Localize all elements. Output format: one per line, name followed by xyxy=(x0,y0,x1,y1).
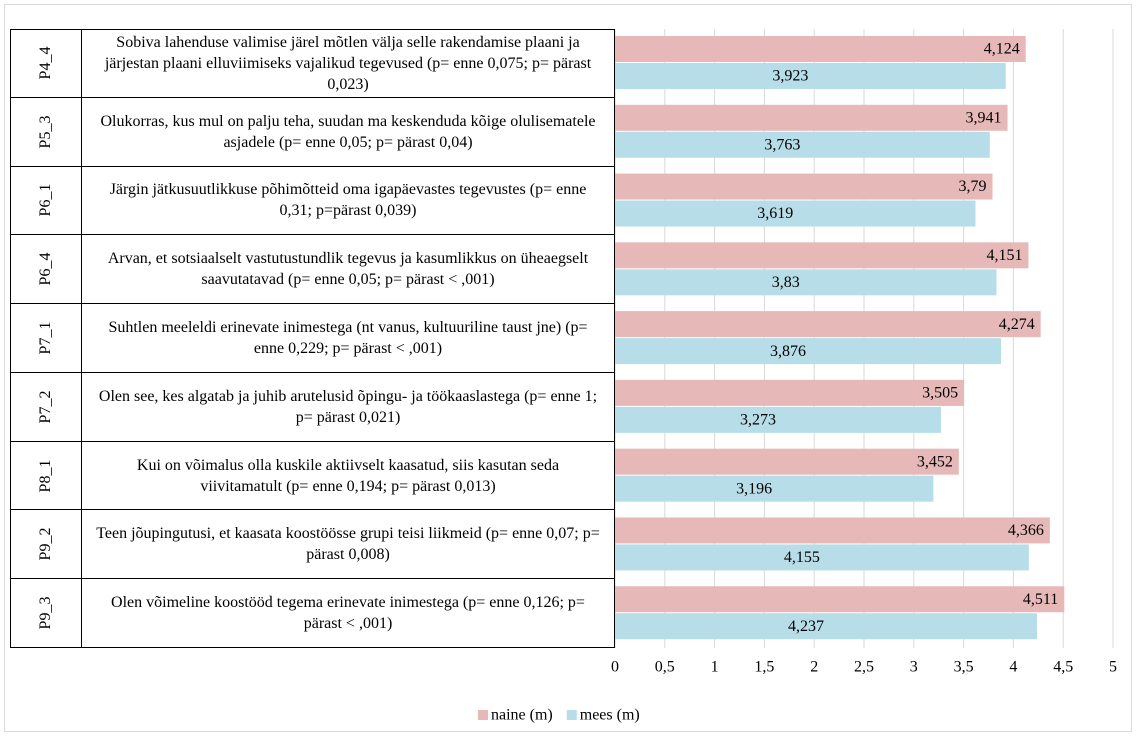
x-tick-label: 0 xyxy=(611,659,619,676)
legend-label: mees (m) xyxy=(580,707,640,724)
category-label: Olen võimeline koostööd tegema erinevate… xyxy=(111,594,585,633)
row-description: Olen võimeline koostööd tegema erinevate… xyxy=(82,579,614,647)
row-description: Kui on võimalus olla kuskile aktiivselt … xyxy=(82,442,614,510)
table-row: P9_3 Olen võimeline koostööd tegema erine… xyxy=(10,578,615,648)
x-tick-label: 1 xyxy=(711,659,719,676)
code-label: P6_4 xyxy=(37,252,54,286)
data-label: 4,124 xyxy=(984,41,1020,58)
bar xyxy=(615,406,941,433)
category-label: Suhtlen meeleldi erinevate inimestega (n… xyxy=(108,318,588,357)
row-code: P7_1 xyxy=(11,304,82,372)
data-label: 4,151 xyxy=(986,247,1022,264)
bar xyxy=(615,269,997,296)
code-label: P5_3 xyxy=(37,115,54,149)
row-code: P8_1 xyxy=(11,441,82,510)
row-description: Suhtlen meeleldi erinevate inimestega (n… xyxy=(82,304,614,372)
bar xyxy=(615,173,993,200)
category-label: Teen jõupingutusi, et kaasata koostöösse… xyxy=(96,525,600,564)
table-row: P4_4 Sobiva lahenduse valimise järel mõtl… xyxy=(10,29,615,98)
bar xyxy=(615,131,990,158)
bar xyxy=(615,613,1038,640)
bar xyxy=(615,338,1002,365)
bar xyxy=(615,311,1041,338)
data-label: 3,619 xyxy=(757,205,793,222)
data-label: 3,452 xyxy=(917,453,953,470)
data-label: 3,876 xyxy=(770,343,806,360)
x-tick-label: 3 xyxy=(910,659,918,676)
code-label: P4_4 xyxy=(37,46,54,80)
bar xyxy=(615,242,1029,269)
row-code: P9_3 xyxy=(11,579,82,647)
row-description: Sobiva lahenduse valimise järel mõtlen v… xyxy=(82,30,614,97)
table-row: P6_1 Järgin jätkusuutlikkuse põhimõtteid … xyxy=(10,165,615,236)
category-label: Arvan, et sotsiaalselt vastutustundlik t… xyxy=(107,250,589,289)
data-label: 4,237 xyxy=(788,618,824,635)
table-row: P9_2 Teen jõupingutusi, et kaasata koostö… xyxy=(10,509,615,580)
category-label: Kui on võimalus olla kuskile aktiivselt … xyxy=(136,456,560,495)
code-label: P7_2 xyxy=(37,390,54,424)
code-label: P9_3 xyxy=(37,596,54,630)
x-tick-label: 4 xyxy=(1009,659,1017,676)
x-tick-label: 3,5 xyxy=(954,659,974,676)
bar xyxy=(615,517,1050,544)
row-description: Olen see, kes algatab ja juhib arutelusi… xyxy=(82,373,614,441)
table-row: P7_2 Olen see, kes algatab ja juhib arute… xyxy=(10,371,615,442)
data-label: 4,366 xyxy=(1008,522,1044,539)
bar xyxy=(615,200,976,227)
row-code: P4_4 xyxy=(11,30,82,97)
data-label: 3,505 xyxy=(922,385,958,402)
data-label: 4,155 xyxy=(784,549,820,566)
category-label: Olen see, kes algatab ja juhib arutelusi… xyxy=(98,387,598,426)
code-label: P6_1 xyxy=(37,183,54,217)
category-label: Sobiva lahenduse valimise järel mõtlen v… xyxy=(104,33,592,93)
bar xyxy=(615,379,965,406)
table-row: P6_4 Arvan, et sotsiaalselt vastutustundl… xyxy=(10,234,615,305)
legend-swatch xyxy=(478,710,488,720)
data-label: 3,79 xyxy=(958,178,986,195)
row-code: P7_2 xyxy=(11,372,82,441)
row-description: Arvan, et sotsiaalselt vastutustundlik t… xyxy=(82,235,614,303)
data-label: 3,273 xyxy=(740,412,776,429)
x-tick-label: 0,5 xyxy=(655,659,675,676)
bar xyxy=(615,475,934,502)
row-description: Järgin jätkusuutlikkuse põhimõtteid oma … xyxy=(82,167,614,235)
table-row: P8_1 Kui on võimalus olla kuskile aktiivs… xyxy=(10,440,615,511)
code-label: P8_1 xyxy=(37,459,54,492)
data-label: 3,83 xyxy=(772,274,800,291)
x-tick-label: 5 xyxy=(1109,659,1117,676)
data-label: 4,274 xyxy=(999,316,1035,333)
bar xyxy=(615,104,1008,131)
x-tick-label: 1,5 xyxy=(754,659,774,676)
row-code: P9_2 xyxy=(11,510,82,579)
legend-label: naine (m) xyxy=(491,707,553,724)
code-label: P7_1 xyxy=(37,321,54,355)
x-tick-label: 4,5 xyxy=(1053,659,1073,676)
category-label: Olukorras, kus mul on palju teha, suudan… xyxy=(100,112,596,151)
row-code: P6_4 xyxy=(11,235,82,304)
category-label: Järgin jätkusuutlikkuse põhimõtteid oma … xyxy=(109,181,587,220)
bar xyxy=(615,448,959,475)
row-code: P6_1 xyxy=(11,166,82,235)
bar xyxy=(615,36,1026,62)
data-label: 3,941 xyxy=(966,109,1002,126)
bar xyxy=(615,544,1029,571)
data-label: 4,511 xyxy=(1023,591,1058,608)
frame xyxy=(4,4,1132,732)
row-description: Olukorras, kus mul on palju teha, suudan… xyxy=(82,98,614,166)
row-description: Teen jõupingutusi, et kaasata koostöösse… xyxy=(82,510,614,578)
row-code: P5_3 xyxy=(11,97,82,166)
table-row: P7_1 Suhtlen meeleldi erinevate inimesteg… xyxy=(10,303,615,373)
code-label: P9_2 xyxy=(37,527,54,561)
x-tick-label: 2,5 xyxy=(854,659,874,676)
table-row: P5_3 Olukorras, kus mul on palju teha, su… xyxy=(10,96,615,167)
data-label: 3,763 xyxy=(764,136,800,153)
data-label: 3,923 xyxy=(772,68,808,85)
bar xyxy=(615,586,1065,613)
bar xyxy=(615,63,1006,89)
legend-swatch xyxy=(566,710,577,720)
data-label: 3,196 xyxy=(736,480,772,497)
x-tick-label: 2 xyxy=(810,659,818,676)
